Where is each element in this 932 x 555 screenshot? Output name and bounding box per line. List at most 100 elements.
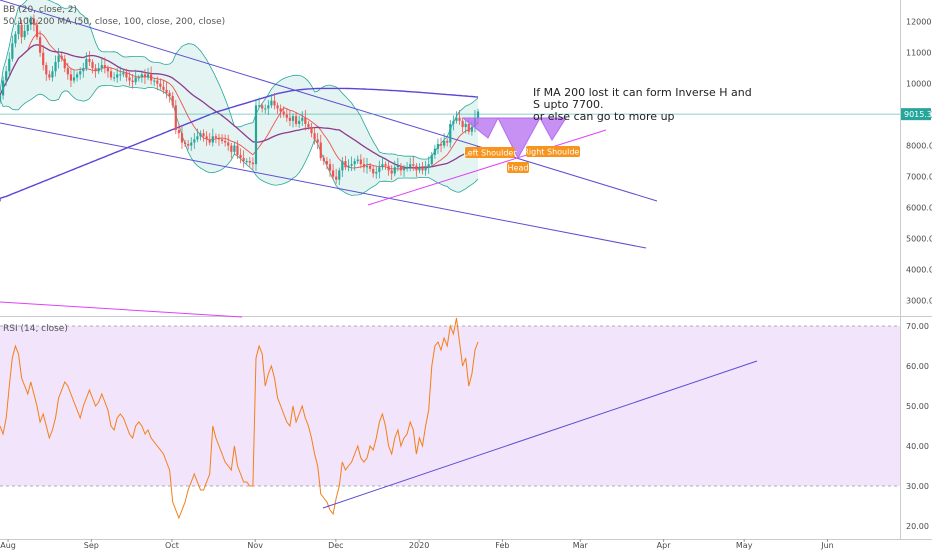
head-label: Head: [508, 164, 529, 173]
candle-body: [356, 159, 359, 162]
candle-body: [128, 77, 131, 81]
candle-body: [390, 170, 393, 174]
candle-body: [63, 58, 66, 69]
rsi-indicator-label[interactable]: RSI (14, close): [3, 324, 68, 334]
candle-body: [60, 55, 63, 59]
candle-body: [415, 165, 418, 171]
candle-body: [66, 68, 69, 75]
candle-body: [242, 158, 245, 162]
candle-body: [409, 164, 412, 168]
candle-body: [236, 145, 239, 155]
candle-body: [11, 43, 14, 59]
rsi-tick-label: 70.00: [906, 322, 929, 331]
candle-body: [239, 154, 242, 158]
candle-body: [20, 24, 23, 38]
candle-body: [38, 37, 42, 53]
candle-body: [350, 164, 353, 166]
candle-body: [57, 55, 60, 62]
candle-body: [470, 127, 473, 132]
right-shoulder-label-bg: [526, 146, 580, 157]
price-tick-label: 11000.0: [906, 49, 932, 58]
last-price-tag: 9015.3: [904, 110, 932, 119]
candle-body: [313, 133, 316, 140]
candle-body: [217, 137, 221, 140]
candle-body: [26, 24, 29, 31]
candle-body: [76, 74, 79, 78]
candle-body: [208, 139, 211, 143]
candle-body: [100, 65, 103, 69]
candle-body: [45, 65, 48, 75]
candle-body: [248, 161, 251, 163]
ma-200-line: [0, 87, 479, 202]
candle-body: [1, 80, 5, 96]
candle-body: [406, 167, 409, 169]
rsi-line: [0, 317, 479, 520]
price-tick-label: 7000.0: [906, 173, 932, 182]
candle-body: [467, 123, 470, 132]
right-shoulder-shape: [539, 117, 567, 141]
candle-body: [335, 176, 338, 180]
rsi-band: [0, 326, 900, 486]
candle-body: [183, 142, 187, 145]
candle-body: [119, 74, 122, 76]
candle-body: [294, 116, 298, 124]
candle-body: [79, 71, 82, 75]
candle-body: [458, 117, 461, 121]
time-tick-label: Jun: [820, 541, 834, 550]
annotation-text[interactable]: If MA 200 lost it can form Inverse H and…: [533, 86, 752, 123]
candle-body: [103, 65, 106, 69]
candle-body: [211, 136, 214, 143]
left-shoulder-label: Left Shoulder: [463, 149, 517, 158]
candle-body: [257, 105, 261, 107]
right-shoulder-label: Right Shoulder: [523, 148, 583, 157]
candle-body: [443, 140, 446, 146]
time-tick-label: Feb: [495, 541, 509, 550]
candle-body: [245, 161, 248, 163]
time-tick-label: May: [736, 541, 753, 550]
candle-body: [254, 105, 258, 165]
rsi-tick-label: 30.00: [906, 482, 929, 491]
price-tick-label: 12000.0: [906, 18, 932, 27]
candle-body: [54, 61, 57, 72]
candle-body: [298, 120, 301, 124]
candle-body: [347, 165, 350, 168]
candle-body: [140, 74, 143, 78]
candle-body: [125, 72, 128, 78]
candle-body: [319, 142, 322, 158]
candle-body: [42, 52, 45, 66]
candle-body: [220, 139, 224, 141]
neckline-support: [367, 129, 607, 206]
upper-trendline: [0, 0, 658, 202]
candle-body: [338, 170, 341, 180]
candle-body: [436, 144, 440, 149]
rsi-tick-label: 20.00: [906, 522, 929, 531]
candle-body: [273, 100, 276, 106]
candle-body: [106, 68, 110, 72]
candle-body: [202, 133, 205, 137]
candle-body: [402, 168, 406, 171]
bollinger-lower: [0, 85, 479, 196]
candle-body: [341, 161, 344, 171]
candle-body: [387, 165, 390, 171]
candle-body: [190, 142, 193, 146]
bb-indicator-label[interactable]: BB (20, close, 2): [3, 5, 78, 15]
candle-body: [464, 123, 467, 128]
candle-body: [365, 165, 369, 168]
candle-body: [369, 165, 372, 169]
last-price-tag-bg: [901, 108, 931, 121]
lower-trendline: [0, 122, 647, 249]
candle-body: [91, 61, 94, 69]
candle-body: [276, 105, 279, 109]
time-tick-label: Sep: [84, 541, 99, 550]
candle-body: [270, 100, 273, 106]
ma-indicator-label[interactable]: 50,100,200 MA (50, close, 100, close, 20…: [3, 17, 226, 27]
candle-body: [359, 159, 362, 165]
candle-body: [122, 72, 125, 75]
candle-body: [399, 165, 403, 171]
candle-body: [396, 165, 399, 168]
candle-body: [433, 148, 436, 155]
candle-body: [193, 139, 196, 143]
candle-body: [94, 68, 97, 72]
candle-body: [82, 68, 85, 72]
price-tick-label: 6000.0: [906, 204, 932, 213]
